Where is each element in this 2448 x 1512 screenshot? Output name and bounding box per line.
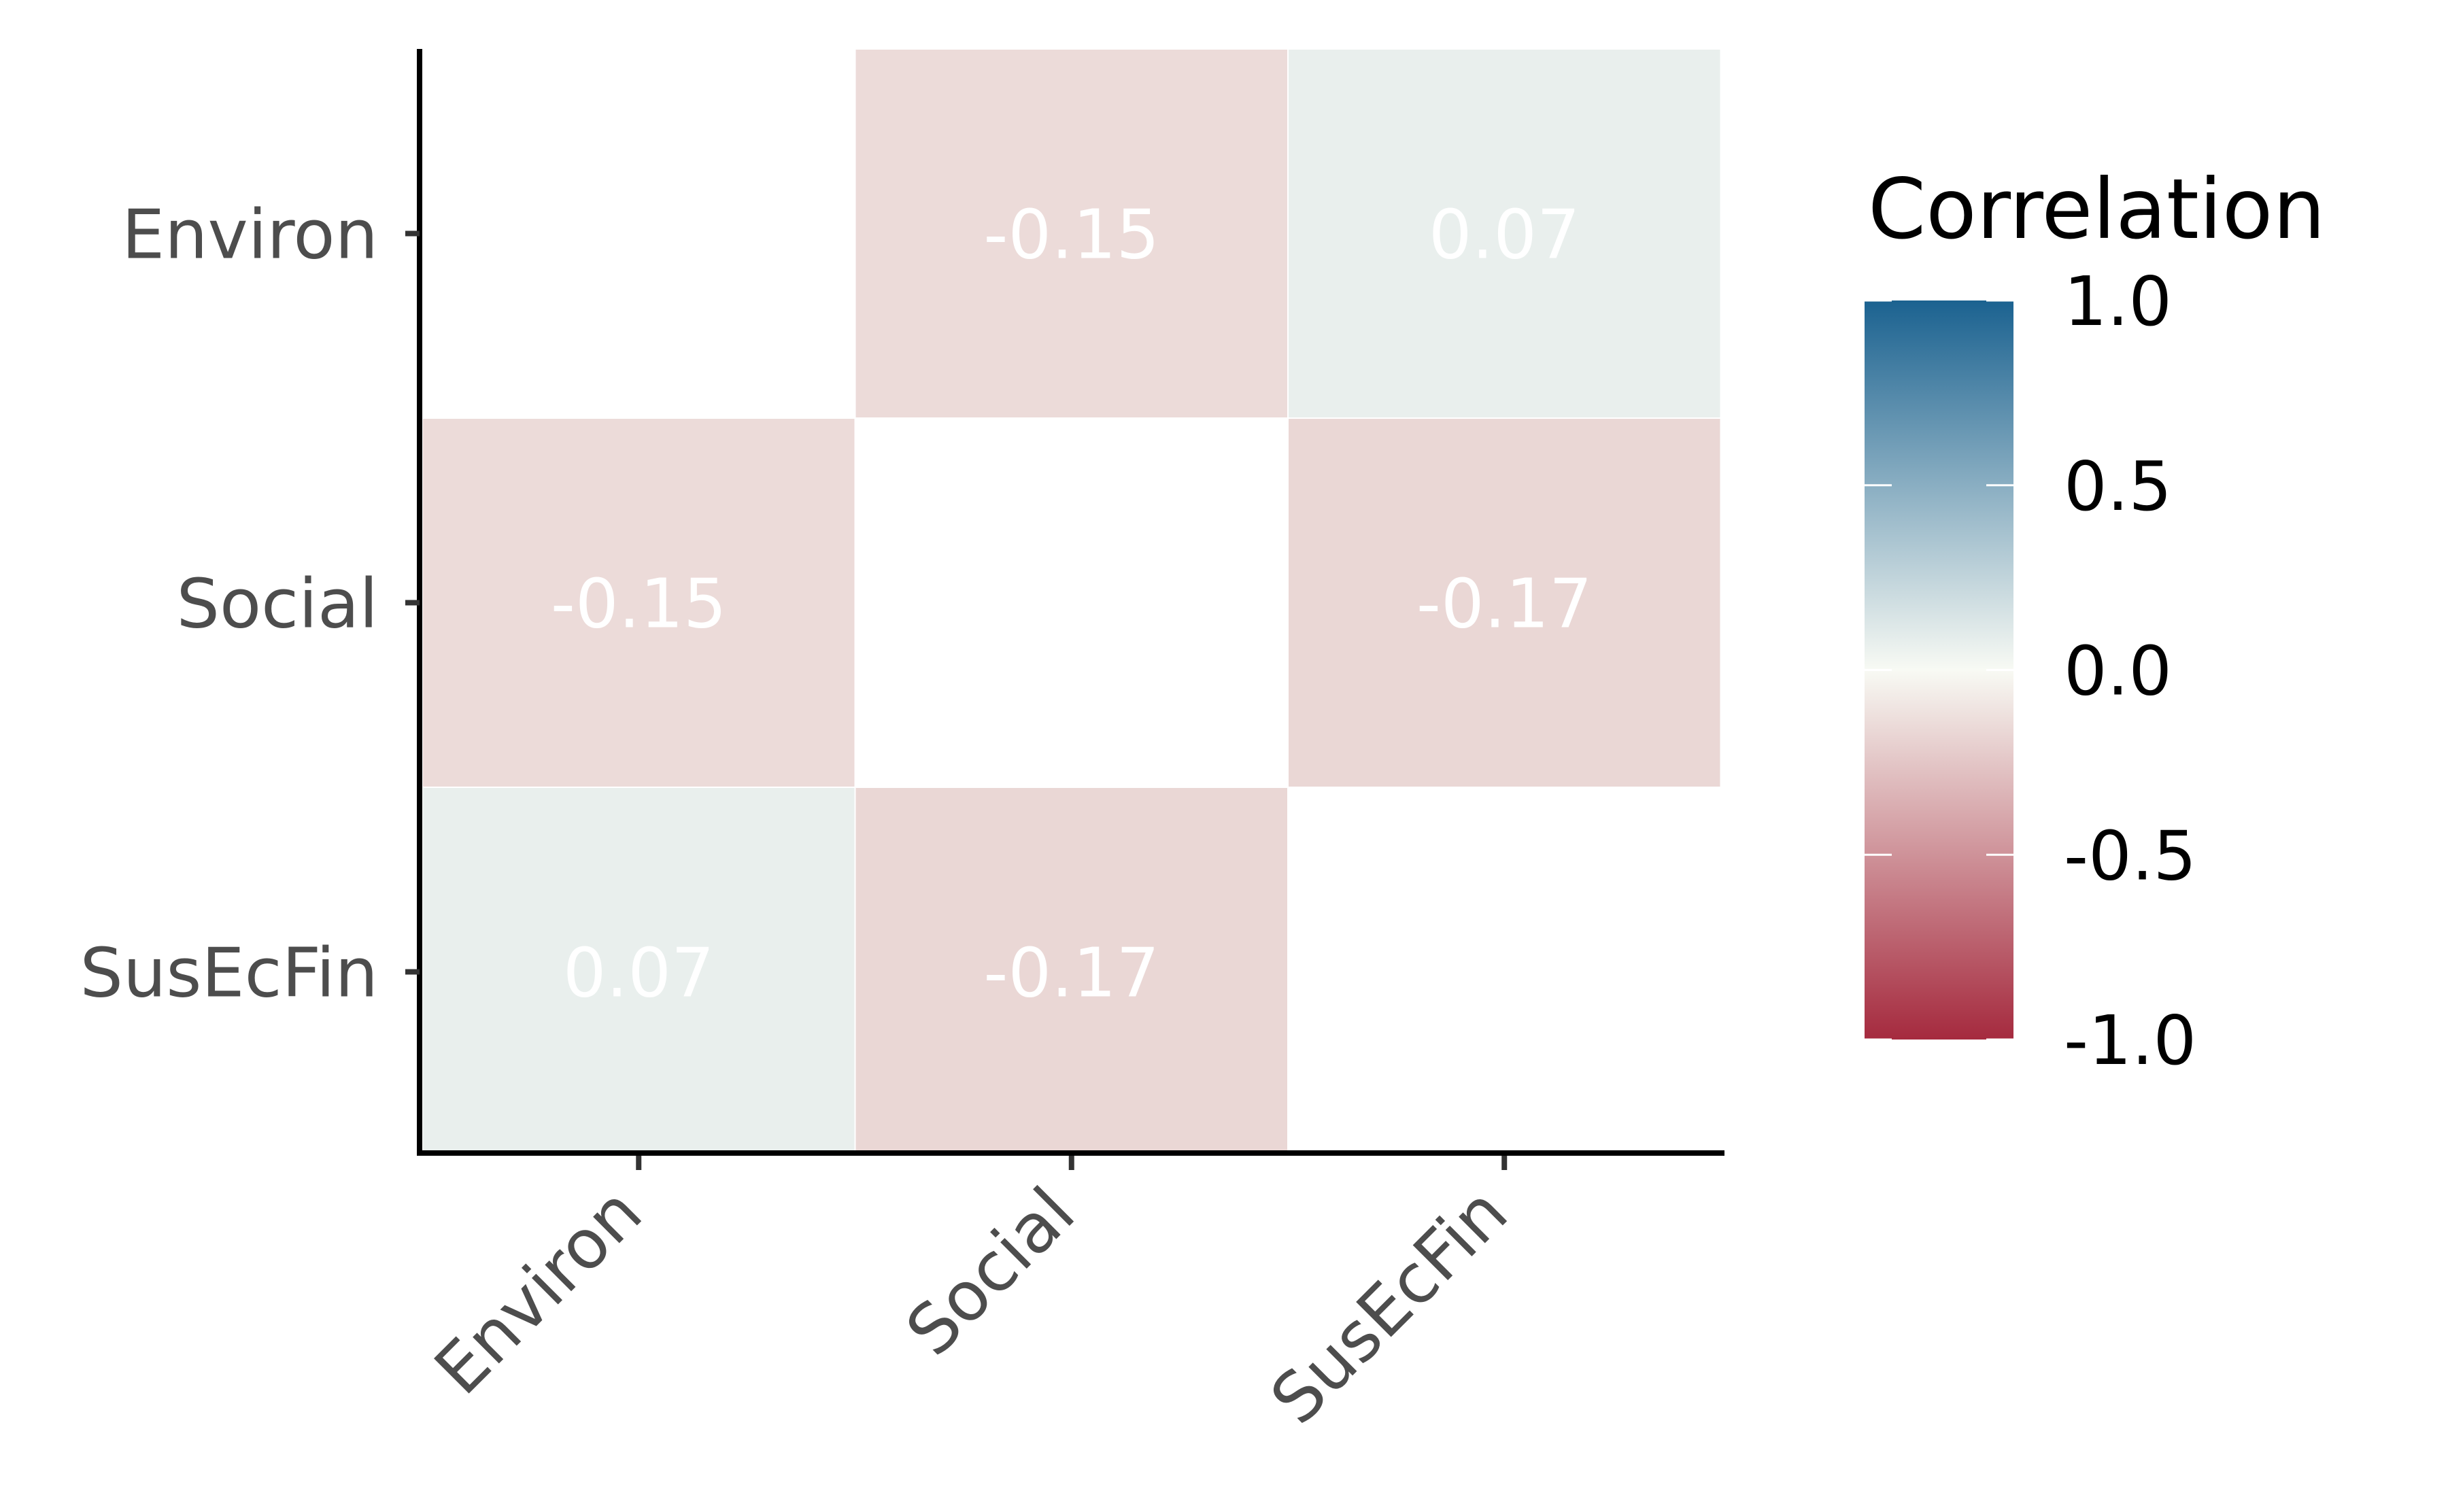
- y-axis-ticks: Environ Social SusEcFin: [80, 195, 420, 1013]
- x-tick-label: SusEcFin: [1255, 1172, 1523, 1439]
- heatmap-cell: [1287, 48, 1722, 419]
- heatmap-cell: [422, 417, 856, 788]
- legend: Correlation 1.0 0.5 0.0 -0.5 -1.0: [1865, 161, 2326, 1080]
- heatmap-cell: [1287, 417, 1722, 788]
- cell-value-label: 0.07: [1429, 195, 1580, 275]
- legend-tick-label: 0.5: [2064, 447, 2172, 526]
- heatmap-cell: [854, 787, 1289, 1157]
- y-tick-label: Social: [177, 564, 378, 644]
- x-tick-label: Social: [891, 1172, 1089, 1371]
- legend-tick-label: -1.0: [2064, 1001, 2196, 1080]
- legend-tick-label: 0.0: [2064, 632, 2172, 711]
- cell-value-label: -0.15: [983, 195, 1159, 275]
- heatmap-cells: [422, 48, 1722, 1157]
- cell-value-label: 0.07: [563, 933, 715, 1013]
- heatmap-cell: [854, 48, 1289, 419]
- legend-title: Correlation: [1868, 161, 2326, 258]
- heatmap-cell: [422, 787, 856, 1157]
- legend-tick-label: 1.0: [2064, 262, 2172, 341]
- cell-value-label: -0.15: [551, 564, 727, 644]
- legend-tick-label: -0.5: [2064, 816, 2196, 895]
- x-axis-ticks: Environ Social SusEcFin: [420, 1156, 1523, 1439]
- y-tick-label: Environ: [122, 195, 378, 275]
- legend-ticks: 1.0 0.5 0.0 -0.5 -1.0: [1865, 262, 2196, 1080]
- cell-value-label: -0.17: [1416, 564, 1593, 644]
- x-tick-label: Environ: [420, 1172, 657, 1409]
- heatmap-cell-labels: -0.15 0.07 -0.15 -0.17 0.07 -0.17: [551, 195, 1593, 1013]
- y-tick-label: SusEcFin: [80, 933, 378, 1013]
- cell-value-label: -0.17: [983, 933, 1159, 1013]
